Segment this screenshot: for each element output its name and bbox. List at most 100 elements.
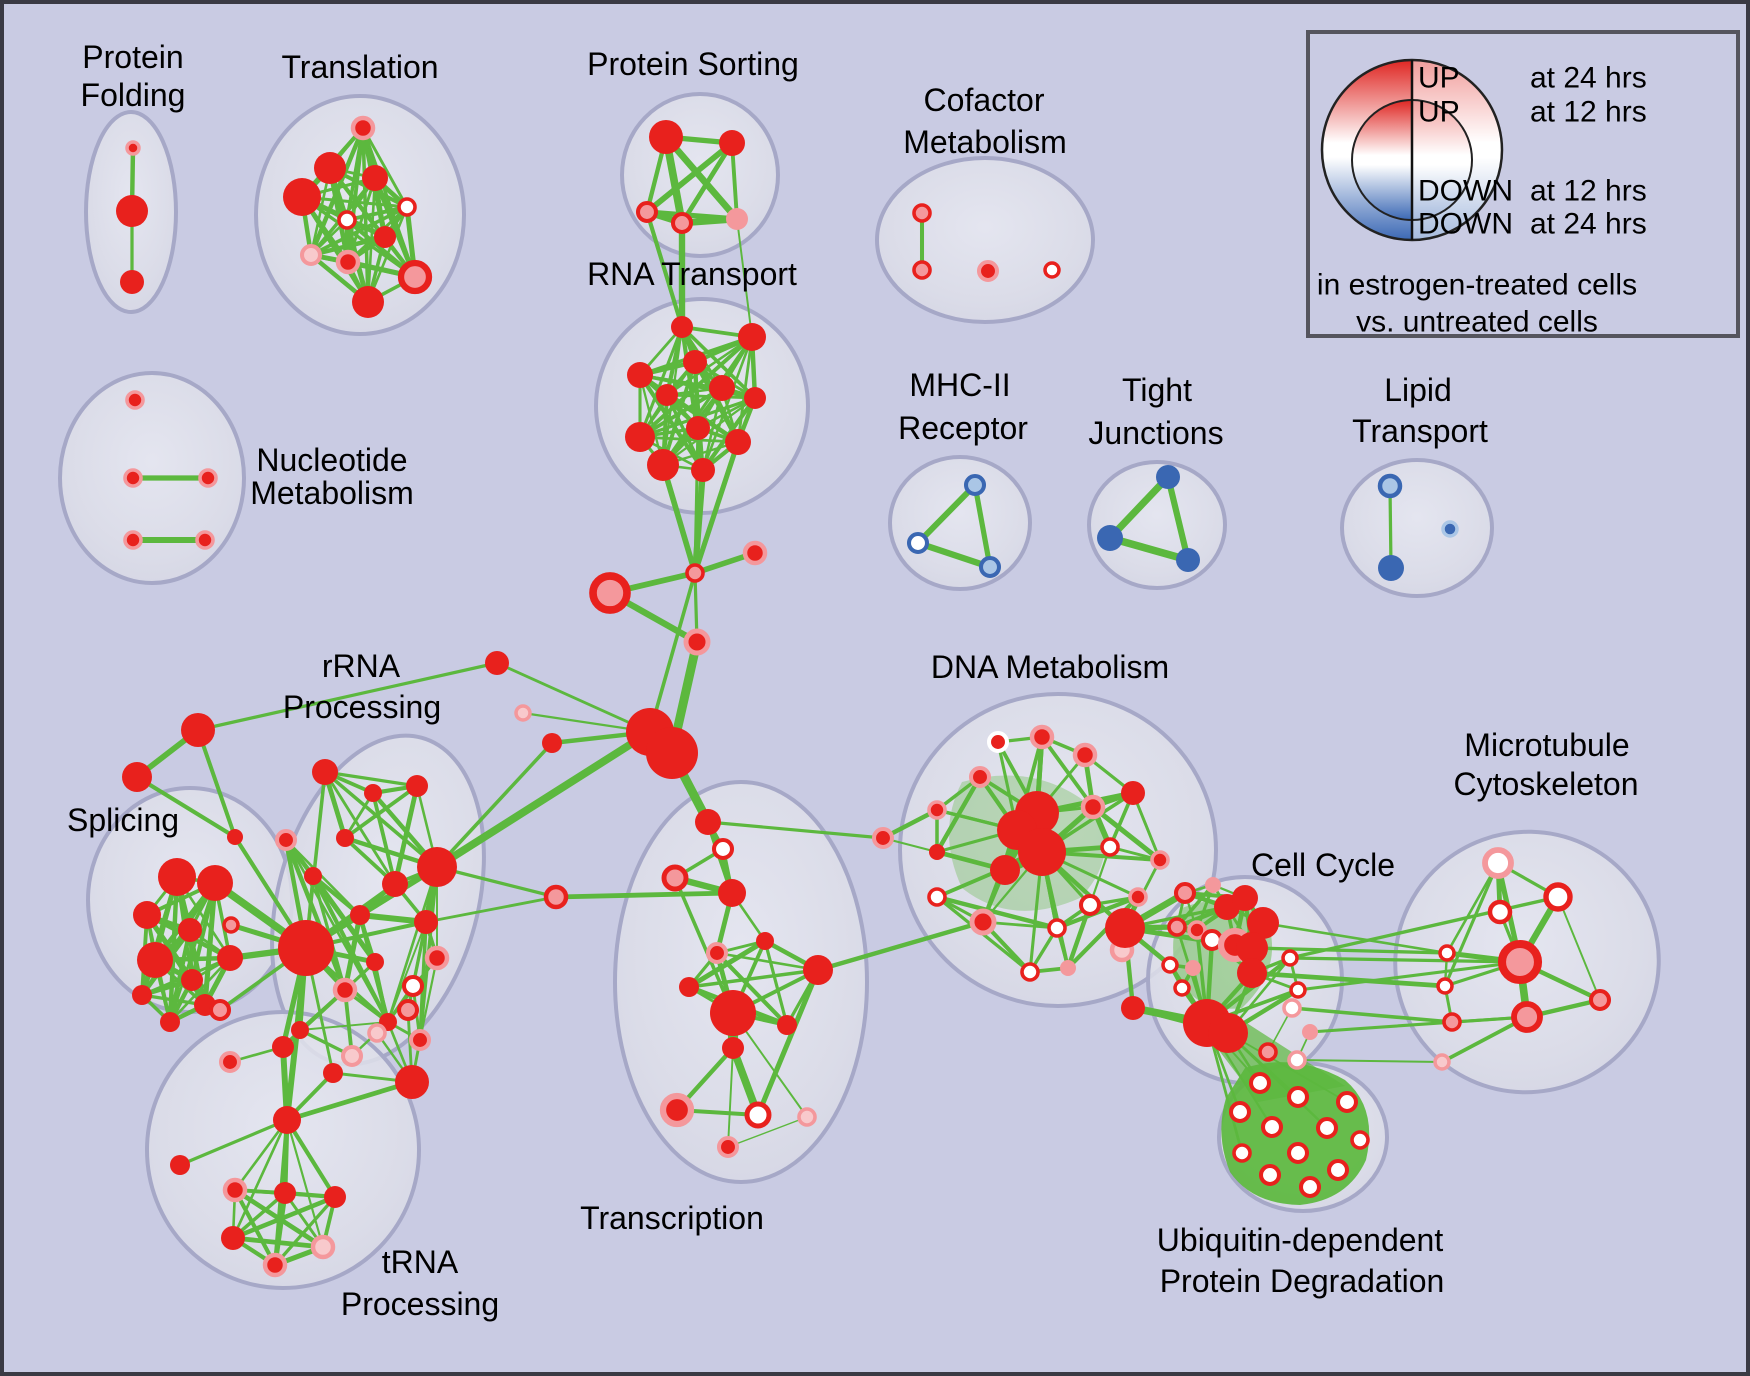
network-node[interactable] bbox=[719, 130, 745, 156]
network-node[interactable] bbox=[178, 918, 202, 942]
network-node[interactable] bbox=[1185, 960, 1201, 976]
network-node[interactable] bbox=[1438, 944, 1456, 962]
network-node[interactable] bbox=[625, 422, 655, 452]
network-node[interactable] bbox=[397, 197, 417, 217]
network-node[interactable] bbox=[1436, 977, 1454, 995]
network-node[interactable] bbox=[929, 844, 945, 860]
network-node[interactable] bbox=[927, 887, 947, 907]
network-node[interactable] bbox=[397, 259, 433, 295]
network-node[interactable] bbox=[160, 1012, 180, 1032]
network-node[interactable] bbox=[1511, 1001, 1543, 1033]
network-node[interactable] bbox=[906, 531, 930, 555]
network-node[interactable] bbox=[198, 468, 218, 488]
network-node[interactable] bbox=[274, 828, 298, 852]
network-node[interactable] bbox=[1442, 1012, 1462, 1032]
network-node[interactable] bbox=[123, 468, 143, 488]
network-node[interactable] bbox=[927, 800, 947, 820]
network-node[interactable] bbox=[1121, 781, 1145, 805]
network-node[interactable] bbox=[417, 847, 457, 887]
network-node[interactable] bbox=[542, 733, 562, 753]
network-node[interactable] bbox=[986, 730, 1010, 754]
network-node[interactable] bbox=[1173, 979, 1191, 997]
network-node[interactable] bbox=[304, 867, 322, 885]
network-node[interactable] bbox=[1121, 996, 1145, 1020]
network-node[interactable] bbox=[274, 1182, 296, 1204]
network-node[interactable] bbox=[1248, 1071, 1272, 1095]
network-node[interactable] bbox=[1080, 794, 1106, 820]
network-node[interactable] bbox=[514, 704, 532, 722]
network-node[interactable] bbox=[1187, 920, 1207, 940]
network-node[interactable] bbox=[1208, 1013, 1248, 1053]
network-node[interactable] bbox=[742, 540, 768, 566]
network-node[interactable] bbox=[1298, 1175, 1322, 1199]
network-node[interactable] bbox=[647, 449, 679, 481]
network-node[interactable] bbox=[710, 990, 756, 1036]
network-node[interactable] bbox=[963, 473, 987, 497]
network-node[interactable] bbox=[221, 1226, 245, 1250]
network-node[interactable] bbox=[1161, 956, 1179, 974]
network-node[interactable] bbox=[1258, 1163, 1282, 1187]
network-node[interactable] bbox=[1105, 908, 1145, 948]
network-node[interactable] bbox=[1497, 939, 1543, 985]
network-node[interactable] bbox=[1282, 998, 1302, 1018]
network-node[interactable] bbox=[414, 910, 438, 934]
network-node[interactable] bbox=[1350, 1130, 1370, 1150]
network-node[interactable] bbox=[912, 203, 932, 223]
network-node[interactable] bbox=[726, 208, 748, 230]
network-node[interactable] bbox=[132, 985, 152, 1005]
network-node[interactable] bbox=[978, 555, 1002, 579]
network-node[interactable] bbox=[222, 1177, 248, 1203]
network-node[interactable] bbox=[222, 916, 240, 934]
network-node[interactable] bbox=[278, 920, 334, 976]
network-node[interactable] bbox=[1287, 1050, 1307, 1070]
network-node[interactable] bbox=[181, 713, 215, 747]
network-node[interactable] bbox=[671, 316, 693, 338]
network-node[interactable] bbox=[367, 1023, 387, 1043]
network-node[interactable] bbox=[406, 775, 428, 797]
network-node[interactable] bbox=[691, 458, 715, 482]
network-node[interactable] bbox=[227, 829, 243, 845]
network-node[interactable] bbox=[656, 384, 678, 406]
network-node[interactable] bbox=[272, 1036, 294, 1058]
network-node[interactable] bbox=[627, 362, 653, 388]
network-node[interactable] bbox=[122, 762, 152, 792]
network-node[interactable] bbox=[1176, 548, 1200, 572]
network-node[interactable] bbox=[1433, 1053, 1451, 1071]
network-node[interactable] bbox=[217, 945, 243, 971]
network-node[interactable] bbox=[1378, 555, 1404, 581]
network-node[interactable] bbox=[777, 1015, 797, 1035]
network-node[interactable] bbox=[116, 195, 148, 227]
network-node[interactable] bbox=[1232, 1143, 1252, 1163]
network-node[interactable] bbox=[803, 955, 833, 985]
network-node[interactable] bbox=[912, 260, 932, 280]
network-node[interactable] bbox=[310, 1234, 336, 1260]
network-node[interactable] bbox=[195, 530, 215, 550]
network-node[interactable] bbox=[485, 651, 509, 675]
network-node[interactable] bbox=[990, 855, 1020, 885]
network-node[interactable] bbox=[1286, 1141, 1310, 1165]
network-node[interactable] bbox=[218, 1050, 242, 1074]
network-node[interactable] bbox=[718, 879, 746, 907]
network-node[interactable] bbox=[976, 259, 1000, 283]
network-node[interactable] bbox=[683, 628, 711, 656]
network-node[interactable] bbox=[314, 152, 346, 184]
network-node[interactable] bbox=[1072, 742, 1098, 768]
network-node[interactable] bbox=[1097, 525, 1123, 551]
network-node[interactable] bbox=[170, 1155, 190, 1175]
network-node[interactable] bbox=[262, 1252, 288, 1278]
network-node[interactable] bbox=[181, 969, 203, 991]
network-node[interactable] bbox=[1487, 899, 1513, 925]
network-node[interactable] bbox=[1315, 1116, 1339, 1140]
network-node[interactable] bbox=[1247, 907, 1279, 939]
network-node[interactable] bbox=[324, 1186, 346, 1208]
network-node[interactable] bbox=[1078, 893, 1102, 917]
network-node[interactable] bbox=[635, 200, 659, 224]
network-node[interactable] bbox=[679, 977, 699, 997]
network-node[interactable] bbox=[382, 871, 408, 897]
network-node[interactable] bbox=[1482, 847, 1514, 879]
network-node[interactable] bbox=[1029, 724, 1055, 750]
network-node[interactable] bbox=[1237, 958, 1267, 988]
network-node[interactable] bbox=[661, 864, 689, 892]
network-node[interactable] bbox=[1302, 1024, 1318, 1040]
network-node[interactable] bbox=[670, 211, 694, 235]
